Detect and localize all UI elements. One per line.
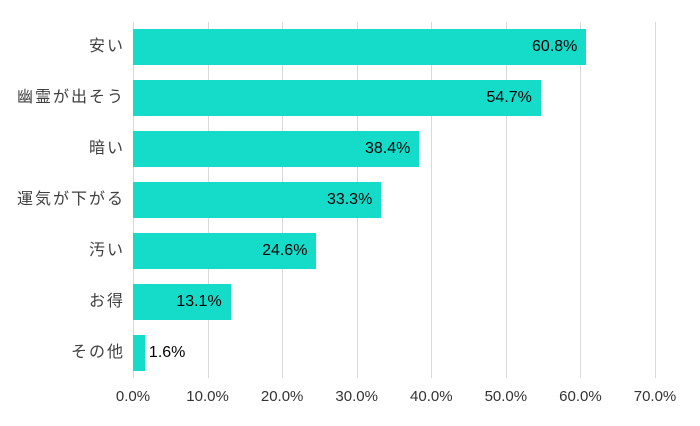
plot-area: 60.8% 54.7% 38.4% 33.3% 24.6% 13.1% 1.6% bbox=[133, 22, 656, 378]
bar: 13.1% bbox=[133, 283, 231, 320]
bar-row: 24.6% bbox=[133, 225, 655, 276]
category-row: その他 bbox=[0, 327, 125, 378]
gridline bbox=[505, 22, 507, 378]
category-row: 汚い bbox=[0, 225, 125, 276]
category-label: お得 bbox=[88, 292, 125, 310]
y-axis-category-labels: 安い幽霊が出そう暗い運気が下がる汚いお得その他 bbox=[0, 22, 125, 378]
category-row: 安い bbox=[0, 22, 125, 73]
value-label: 13.1% bbox=[176, 292, 222, 310]
bar-row: 38.4% bbox=[133, 124, 655, 175]
bar: 60.8% bbox=[133, 29, 587, 66]
gridline bbox=[655, 22, 656, 378]
gridline bbox=[580, 22, 582, 378]
category-label: 安い bbox=[88, 38, 125, 56]
x-axis-tick-label: 50.0% bbox=[484, 388, 528, 405]
bar: 54.7% bbox=[133, 80, 541, 117]
x-axis-tick-label: 30.0% bbox=[335, 388, 378, 405]
bar: 1.6% bbox=[133, 334, 185, 371]
category-label: 運気が下がる bbox=[16, 191, 125, 208]
category-row: お得 bbox=[0, 276, 125, 327]
bar-row: 60.8% bbox=[133, 22, 655, 73]
bar: 24.6% bbox=[133, 232, 317, 269]
category-label: 幽霊が出そう bbox=[16, 89, 125, 107]
value-label: 38.4% bbox=[364, 140, 411, 158]
gridline bbox=[431, 22, 433, 378]
bar-row: 1.6% bbox=[133, 327, 655, 378]
bar: 38.4% bbox=[133, 131, 420, 168]
value-label: 24.6% bbox=[262, 241, 308, 259]
bar-row: 13.1% bbox=[133, 276, 655, 327]
x-axis-tick-label: 70.0% bbox=[633, 388, 677, 405]
x-axis-tick-label: 10.0% bbox=[186, 388, 229, 405]
x-axis-tick-label: 60.0% bbox=[559, 388, 602, 405]
x-axis-tick-label: 20.0% bbox=[260, 388, 304, 405]
category-row: 運気が下がる bbox=[0, 175, 125, 226]
x-axis-tick-label: 0.0% bbox=[115, 388, 151, 405]
value-label: 33.3% bbox=[326, 191, 373, 208]
bar-row: 54.7% bbox=[133, 73, 655, 124]
category-row: 暗い bbox=[0, 124, 125, 175]
category-label: 汚い bbox=[88, 241, 125, 259]
category-label: 暗い bbox=[88, 140, 125, 158]
category-label: その他 bbox=[70, 343, 125, 361]
value-label: 54.7% bbox=[486, 89, 532, 107]
bars-layer: 60.8% 54.7% 38.4% 33.3% 24.6% 13.1% 1.6% bbox=[133, 22, 655, 378]
x-axis-tick-labels: 0.0% 10.0% 20.0% 30.0% 40.0% 50.0% 60.0% 70.0% bbox=[116, 388, 676, 408]
bar: 33.3% bbox=[133, 182, 382, 218]
value-label: 1.6% bbox=[148, 343, 186, 361]
x-axis-tick-label: 40.0% bbox=[410, 388, 453, 405]
bar-row: 33.3% bbox=[133, 175, 655, 226]
category-row: 幽霊が出そう bbox=[0, 73, 125, 124]
value-label: 60.8% bbox=[532, 38, 578, 56]
